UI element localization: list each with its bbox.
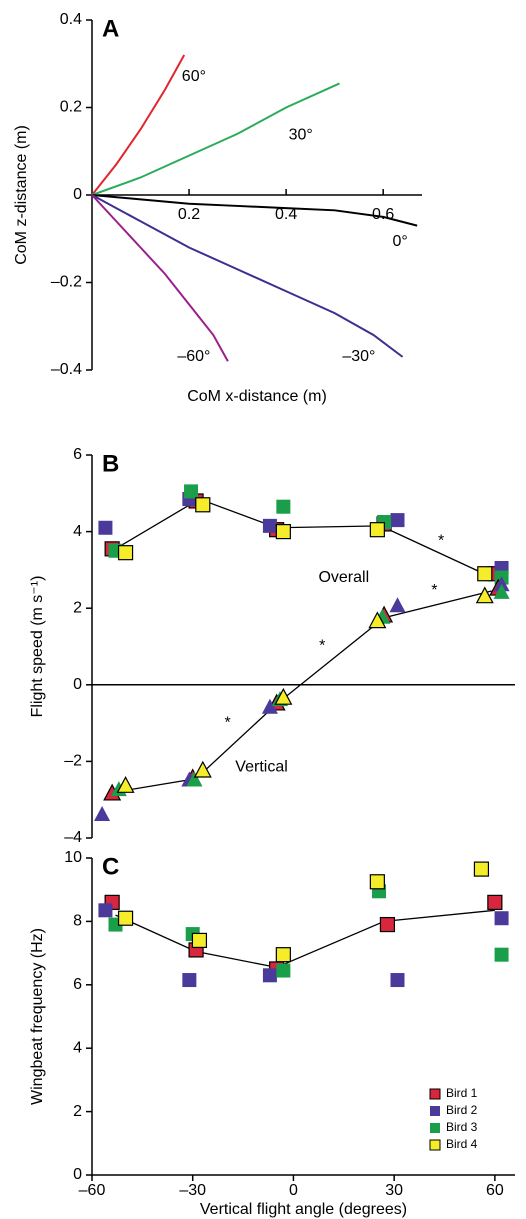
- legend-label: Bird 1: [446, 1086, 478, 1100]
- annotation: –60°: [177, 348, 210, 365]
- square-marker: [191, 932, 208, 949]
- annotation: *: [431, 582, 437, 599]
- square-marker: [390, 973, 405, 988]
- y-tick-label: –0.4: [51, 361, 82, 378]
- y-tick-label: 0: [73, 1166, 82, 1183]
- y-tick-label: –4: [64, 829, 82, 846]
- triangle-marker: [186, 771, 203, 787]
- panel-label: B: [102, 450, 119, 477]
- y-tick-label: 2: [73, 599, 82, 616]
- square-marker: [276, 963, 291, 978]
- y-axis-label: CoM z-distance (m): [13, 125, 30, 265]
- annotation: Overall: [318, 569, 369, 586]
- triangle-marker: [389, 597, 406, 613]
- triangle-marker: [493, 576, 510, 592]
- square-marker: [369, 874, 385, 890]
- triangle-marker: [193, 760, 212, 778]
- y-tick-label: 4: [73, 1039, 82, 1056]
- square-marker: [184, 484, 199, 499]
- square-marker: [276, 499, 291, 514]
- legend-swatch: [429, 1088, 441, 1100]
- x-tick-label: 0.6: [372, 206, 394, 223]
- triangle-marker: [475, 586, 494, 604]
- legend-swatch: [430, 1106, 440, 1116]
- y-tick-label: 0: [73, 676, 82, 693]
- square-marker: [262, 968, 277, 983]
- mean-line: [115, 498, 489, 577]
- panel-label: A: [102, 15, 119, 42]
- y-tick-label: 0: [73, 186, 82, 203]
- annotation: *: [225, 714, 231, 731]
- square-marker: [117, 910, 134, 926]
- y-axis-label: Wingbeat frequency (Hz): [29, 928, 46, 1105]
- legend-label: Bird 4: [446, 1137, 478, 1151]
- square-marker: [390, 513, 405, 528]
- square-marker: [477, 566, 493, 582]
- annotation: Vertical: [235, 758, 287, 775]
- trajectory-line: [91, 194, 418, 227]
- triangle-marker: [274, 687, 293, 705]
- legend-label: Bird 2: [446, 1103, 478, 1117]
- square-marker: [262, 518, 277, 533]
- y-tick-label: 8: [73, 913, 82, 930]
- x-axis-label: CoM x-distance (m): [187, 388, 327, 405]
- square-marker: [275, 523, 291, 540]
- trajectory-line: [91, 194, 229, 362]
- annotation: 0°: [393, 233, 408, 250]
- trajectory-line: [91, 54, 186, 196]
- annotation: *: [438, 532, 444, 549]
- triangle-marker: [368, 611, 387, 629]
- x-tick-label: –30: [179, 1182, 206, 1199]
- x-tick-label: –60: [79, 1182, 106, 1199]
- x-tick-label: 0.2: [178, 206, 200, 223]
- y-tick-label: 0.2: [60, 99, 82, 116]
- annotation: 30°: [289, 126, 313, 143]
- y-tick-label: 10: [64, 849, 82, 866]
- mean-line: [115, 909, 495, 969]
- x-tick-label: 60: [486, 1182, 504, 1199]
- legend-swatch: [430, 1123, 440, 1133]
- y-tick-label: –0.2: [51, 274, 82, 291]
- x-tick-label: 0: [289, 1182, 298, 1199]
- triangle-marker: [493, 583, 510, 599]
- annotation: *: [319, 638, 325, 655]
- square-marker: [98, 903, 113, 918]
- triangle-marker: [94, 806, 111, 822]
- square-marker: [98, 520, 113, 535]
- square-marker: [182, 973, 197, 988]
- panel-label: C: [102, 853, 119, 880]
- legend-swatch: [429, 1139, 441, 1151]
- y-tick-label: 4: [73, 523, 82, 540]
- x-tick-label: 30: [385, 1182, 403, 1199]
- x-tick-label: 0.4: [275, 206, 297, 223]
- y-tick-label: –2: [64, 753, 82, 770]
- trajectory-line: [91, 194, 404, 358]
- square-marker: [487, 894, 503, 910]
- square-marker: [195, 497, 211, 513]
- y-tick-label: 0.4: [60, 11, 82, 28]
- x-axis-label: Vertical flight angle (degrees): [200, 1201, 407, 1218]
- square-marker: [117, 545, 134, 561]
- y-tick-label: 6: [73, 446, 82, 463]
- y-tick-label: 2: [73, 1103, 82, 1120]
- square-marker: [494, 911, 509, 926]
- y-axis-label: Flight speed (m s⁻¹): [29, 576, 46, 718]
- square-marker: [275, 947, 291, 963]
- square-marker: [379, 916, 396, 933]
- square-marker: [369, 522, 385, 538]
- triangle-marker: [116, 776, 135, 793]
- y-tick-label: 6: [73, 976, 82, 993]
- triangle-marker: [261, 698, 278, 714]
- square-marker: [494, 947, 509, 962]
- annotation: –30°: [342, 348, 375, 365]
- legend-label: Bird 3: [446, 1120, 478, 1134]
- trajectory-line: [91, 82, 340, 196]
- square-marker: [473, 861, 490, 877]
- mean-line: [115, 590, 492, 793]
- annotation: 60°: [182, 68, 206, 85]
